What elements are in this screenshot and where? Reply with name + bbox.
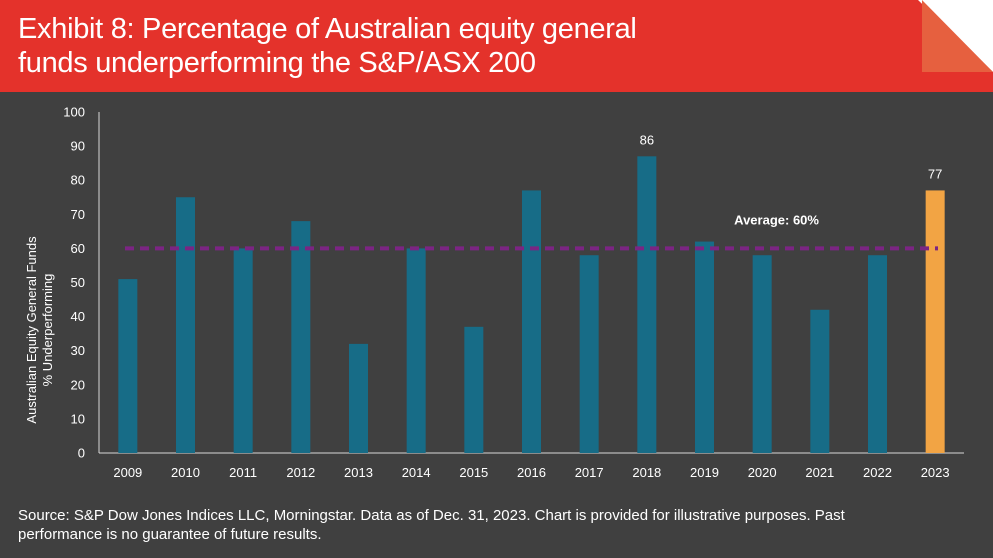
x-tick-label: 2019 [690,465,719,480]
x-tick-label: 2015 [459,465,488,480]
average-line-group: Average: 60% [125,212,938,251]
bar-2018 [637,156,657,453]
title-line-2: funds underperforming the S&P/ASX 200 [18,47,536,79]
x-tick-label: 2018 [632,465,661,480]
data-label-2023: 77 [928,166,942,181]
y-tick-label: 50 [71,275,85,290]
x-tick-label: 2009 [113,465,142,480]
y-tick-label: 10 [71,411,85,426]
y-axis-label-line-1: Australian Equity General Funds [24,236,39,424]
x-tick-label: 2021 [805,465,834,480]
y-tick-labels: 0 10 20 30 40 50 60 70 80 90 100 [63,105,85,461]
bar-2021 [810,309,830,453]
title-line-1: Exhibit 8: Percentage of Australian equi… [18,13,637,45]
bar-2022 [868,255,887,453]
y-tick-label: 70 [71,207,85,222]
bar-2020 [752,255,772,453]
y-tick-label: 80 [71,173,85,188]
y-tick-label: 0 [78,446,85,461]
source-note: Source: S&P Dow Jones Indices LLC, Morni… [18,506,978,544]
page-corner-fold-icon [896,0,993,92]
chart-area: Australian Equity General Funds % Underp… [0,92,993,497]
source-line-1: Source: S&P Dow Jones Indices LLC, Morni… [18,507,845,524]
y-tick-label: 40 [71,309,85,324]
y-tick-label: 30 [71,343,85,358]
y-axis-label-line-2: % Underperforming [40,274,55,387]
x-tick-label: 2013 [344,465,373,480]
bar-2013 [349,343,368,453]
y-tick-label: 90 [71,139,85,154]
source-line-2: performance is no guarantee of future re… [18,526,322,543]
y-tick-label: 20 [71,377,85,392]
bar-2019 [695,241,714,453]
data-labels: 86 77 [640,132,943,181]
chart-title: Exhibit 8: Percentage of Australian equi… [18,12,798,80]
bar-2011 [233,248,253,453]
y-tick-label: 100 [63,105,85,120]
bar-2023 [925,190,945,453]
bar-2016 [522,190,541,453]
average-label: Average: 60% [734,212,819,227]
x-tick-labels: 2009 2010 2011 2012 2013 2014 2015 2016 2017 2018… [113,465,949,480]
bar-2015 [464,326,484,453]
y-tick-label: 60 [71,241,85,256]
bar-2014 [406,248,426,453]
x-tick-label: 2020 [748,465,777,480]
x-tick-label: 2011 [229,465,257,480]
bar-chart: Australian Equity General Funds % Underp… [24,105,964,480]
x-tick-label: 2017 [575,465,604,480]
x-tick-label: 2012 [286,465,315,480]
bar-2010 [176,197,195,453]
bars [118,156,945,453]
bar-2009 [118,279,138,453]
header-banner: Exhibit 8: Percentage of Australian equi… [0,0,896,92]
y-axis-label: Australian Equity General Funds % Underp… [24,236,55,424]
bar-2012 [291,221,311,453]
data-label-2018: 86 [640,132,654,147]
x-tick-label: 2010 [171,465,200,480]
x-tick-label: 2016 [517,465,546,480]
x-tick-label: 2023 [921,465,950,480]
x-tick-label: 2022 [863,465,892,480]
x-tick-label: 2014 [402,465,431,480]
bar-2017 [579,255,599,453]
